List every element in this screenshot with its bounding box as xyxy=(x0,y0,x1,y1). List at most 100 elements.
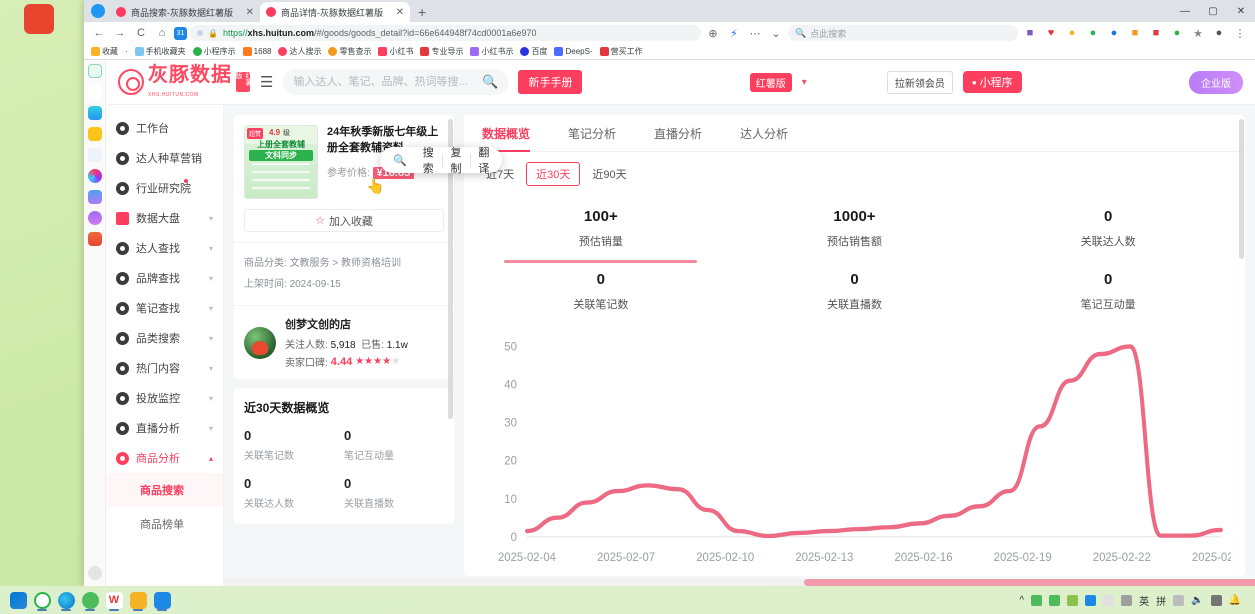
heart-icon[interactable]: ♥ xyxy=(1047,27,1055,39)
sidebar-item-brand[interactable]: 品牌查找 ▾ xyxy=(106,263,223,293)
tray-shield-icon[interactable] xyxy=(1067,594,1079,606)
tab-close-icon[interactable]: ✕ xyxy=(395,6,404,18)
ime-mode[interactable]: 拼 xyxy=(1156,596,1167,608)
bookmark-item[interactable]: 手机收藏夹 xyxy=(133,46,188,57)
sidebar-item-marketing[interactable]: 达人种草营销 xyxy=(106,143,223,173)
left-scrollbar[interactable] xyxy=(448,115,453,576)
add-favorite-button[interactable]: ☆ 加入收藏 xyxy=(244,209,444,232)
ai-icon[interactable] xyxy=(87,190,102,204)
sidebar-item-goods[interactable]: 商品分析 ▴ xyxy=(106,443,223,473)
home-icon[interactable] xyxy=(87,64,102,78)
download-icon[interactable]: ● xyxy=(1110,27,1118,39)
forward-icon[interactable]: → xyxy=(114,27,126,39)
bookmark-item[interactable]: 零售查示 xyxy=(326,46,373,57)
reload-icon[interactable]: C xyxy=(137,27,145,39)
settings-icon[interactable] xyxy=(87,566,102,580)
more-icon[interactable]: ⋯ xyxy=(749,27,761,40)
sidebar-subitem-goods-search[interactable]: 商品搜索 xyxy=(106,473,223,507)
collapse-icon[interactable]: ☰ xyxy=(260,74,274,91)
context-translate-button[interactable]: 翻译 xyxy=(478,147,490,175)
shield-icon[interactable]: ● xyxy=(1089,27,1097,39)
tab-close-icon[interactable]: ✕ xyxy=(245,6,254,18)
bookmark-item[interactable]: 小红书 xyxy=(376,46,415,57)
translate-icon[interactable]: ■ xyxy=(1152,27,1160,39)
app-logo[interactable]: 灰豚数据 XHS.HUITUN.COM 红薯版 xyxy=(118,65,252,99)
bookmark-item[interactable]: 达人搜示 xyxy=(276,46,323,57)
miniprogram-button[interactable]: ● 小程序 xyxy=(962,71,1022,93)
scrollbar-thumb[interactable] xyxy=(1239,119,1244,259)
tab-data-overview[interactable]: 数据概览 xyxy=(482,125,531,152)
tab-influencer-analysis[interactable]: 达人分析 xyxy=(740,127,789,141)
bookmark-item[interactable]: 小程序示 xyxy=(191,46,238,57)
sidebar-item-dashboard[interactable]: 数据大盘 ▾ xyxy=(106,203,223,233)
note-icon[interactable]: ■ xyxy=(1131,27,1139,39)
bookmark-item[interactable]: 小红书示 xyxy=(468,46,515,57)
enterprise-button[interactable]: 企业版 xyxy=(1189,70,1244,94)
shop-card[interactable]: 创梦文创的店 关注人数: 5,918 已售: 1.1w 卖家口碑: 4.44 ★… xyxy=(234,305,454,379)
search-input[interactable] xyxy=(293,76,477,88)
star-icon[interactable]: ★ xyxy=(1193,27,1203,40)
tray-expand-icon[interactable]: ^ xyxy=(1019,594,1025,606)
tray-green-2-icon[interactable] xyxy=(1049,594,1061,606)
sidebar-item-workbench[interactable]: 工作台 xyxy=(106,113,223,143)
bookmark-item[interactable]: 专业导示 xyxy=(418,46,465,57)
browser-tab-2[interactable]: 商品详情-灰豚数据红薯版 ✕ xyxy=(260,2,410,22)
sidebar-item-influencer[interactable]: 达人查找 ▾ xyxy=(106,233,223,263)
sidebar-item-live[interactable]: 直播分析 ▾ xyxy=(106,413,223,443)
global-search[interactable]: 🔍 xyxy=(283,69,509,95)
desktop-icon[interactable] xyxy=(2,4,76,34)
tray-keyboard-icon[interactable] xyxy=(1173,594,1185,606)
sidebar-item-monitor[interactable]: 投放监控 ▾ xyxy=(106,383,223,413)
taskbar-app-wps[interactable]: W xyxy=(102,588,126,612)
user-icon[interactable]: ● xyxy=(1215,27,1223,39)
search-icon[interactable]: 🔍 xyxy=(482,74,499,89)
bookmark-item[interactable]: DeepS- xyxy=(552,47,594,56)
sidebar-item-note[interactable]: 笔记查找 ▾ xyxy=(106,293,223,323)
address-bar[interactable]: 🔒 https//xhs.huitun.com/#/goods/goods_de… xyxy=(190,25,701,41)
selection-context-menu[interactable]: 🔍 搜索 复制 翻译 xyxy=(380,147,502,175)
bookmark-item[interactable]: 1688 xyxy=(241,47,274,56)
sidebar-item-research[interactable]: 行业研究院 xyxy=(106,173,223,203)
tray-battery-icon[interactable] xyxy=(1210,594,1222,606)
browser-tab-1[interactable]: 商品搜索-灰豚数据红薯版 ✕ xyxy=(110,2,260,22)
sidebar-item-category[interactable]: 品类搜索 ▾ xyxy=(106,323,223,353)
game-icon[interactable] xyxy=(87,232,102,246)
scrollbar-thumb[interactable] xyxy=(448,119,453,419)
cast-icon[interactable]: ● xyxy=(1173,27,1181,39)
zoom-icon[interactable]: ⊕ xyxy=(708,27,718,40)
range-30d[interactable]: 近30天 xyxy=(526,162,581,186)
scrollbar-thumb[interactable] xyxy=(804,579,1255,586)
tab-chip[interactable] xyxy=(86,0,110,22)
back-icon[interactable]: ← xyxy=(93,27,105,39)
bolt-icon[interactable]: ⚡ xyxy=(730,27,738,40)
tray-bluetooth-icon[interactable] xyxy=(1085,594,1097,606)
horizontal-scrollbar[interactable] xyxy=(224,579,1255,586)
invite-button[interactable]: 拉新领会员 xyxy=(886,70,953,94)
tray-mic-icon[interactable] xyxy=(1121,594,1133,606)
bookmark-item[interactable]: 营买工作 xyxy=(598,46,645,57)
taskbar-app-edge-legacy[interactable] xyxy=(30,588,54,612)
tray-network-alert-icon[interactable] xyxy=(1103,594,1115,606)
minimize-button[interactable]: — xyxy=(1180,5,1190,17)
close-window-button[interactable]: ✕ xyxy=(1236,5,1246,17)
chevron-down-icon[interactable]: ▾ xyxy=(801,76,807,88)
network-icon[interactable] xyxy=(87,148,102,162)
chevron-down-icon[interactable]: ⌄ xyxy=(771,27,781,40)
bookmark-item[interactable]: 百度 xyxy=(518,46,549,57)
sidebar-subitem-goods-rank[interactable]: 商品榜单 xyxy=(140,519,184,531)
right-scrollbar[interactable] xyxy=(1239,115,1244,568)
taskbar-app-green[interactable] xyxy=(78,588,102,612)
maximize-button[interactable]: ▢ xyxy=(1208,5,1218,17)
tray-green-1-icon[interactable] xyxy=(1031,594,1043,606)
start-button[interactable] xyxy=(6,588,30,612)
browser-menu-icon[interactable]: ⋮ xyxy=(1234,27,1246,40)
tab-note-analysis[interactable]: 笔记分析 xyxy=(568,127,617,141)
extension-icon[interactable]: 31 xyxy=(174,26,187,40)
chart-app-icon[interactable] xyxy=(87,106,102,120)
product-cover-image[interactable]: 超赞 4.9 级 上册全套教辅 文科同步 xyxy=(244,125,318,199)
tray-notification-icon[interactable]: 🔔 xyxy=(1228,594,1241,606)
toolbar-search-box[interactable]: 🔍 点此搜索 xyxy=(788,25,1018,41)
ime-language[interactable]: 英 xyxy=(1139,596,1150,608)
range-90d[interactable]: 近90天 xyxy=(592,169,627,181)
taskbar-app-kugou[interactable] xyxy=(150,588,174,612)
